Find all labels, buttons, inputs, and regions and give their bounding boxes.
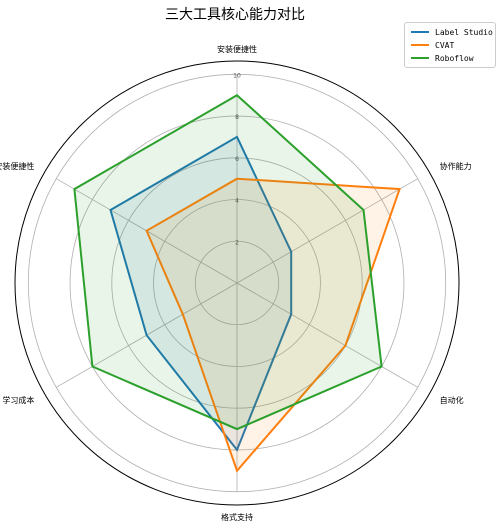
chart-title: 三大工具核心能力对比 (165, 7, 305, 23)
radial-tick-label: 10 (233, 72, 241, 79)
legend-label-roboflow: Roboflow (435, 53, 474, 63)
radial-tick-label: 8 (235, 114, 239, 121)
category-label: 安装便捷性 (0, 161, 34, 171)
series-line (109, 135, 293, 452)
radial-tick-label: 4 (235, 198, 239, 205)
legend-swatch-roboflow (411, 57, 429, 59)
series-fill (74, 95, 382, 430)
radial-tick-label: 2 (235, 239, 239, 246)
category-label: 安装便捷性 (217, 44, 257, 54)
legend-item-label-studio: Label Studio (411, 26, 493, 38)
series-line (73, 93, 383, 431)
legend-label-label-studio: Label Studio (435, 27, 493, 37)
series-line (145, 177, 401, 473)
chart-legend: Label Studio CVAT Roboflow (404, 22, 496, 68)
category-label: 协作能力 (440, 161, 472, 171)
category-label: 学习成本 (2, 395, 34, 405)
grid-spoke (236, 178, 418, 284)
category-label: 格式支持 (221, 512, 253, 522)
series-fill (146, 178, 400, 471)
grid-spoke (236, 282, 418, 388)
legend-label-cvat: CVAT (435, 40, 455, 50)
legend-item-roboflow: Roboflow (411, 52, 474, 64)
radial-tick-label: 6 (235, 156, 239, 163)
series-fill (110, 136, 292, 450)
polar-frame (14, 60, 460, 506)
legend-swatch-cvat (411, 44, 429, 46)
legend-swatch-label-studio (411, 31, 429, 33)
legend-item-cvat: CVAT (411, 39, 454, 51)
category-label: 自动化 (440, 395, 464, 405)
